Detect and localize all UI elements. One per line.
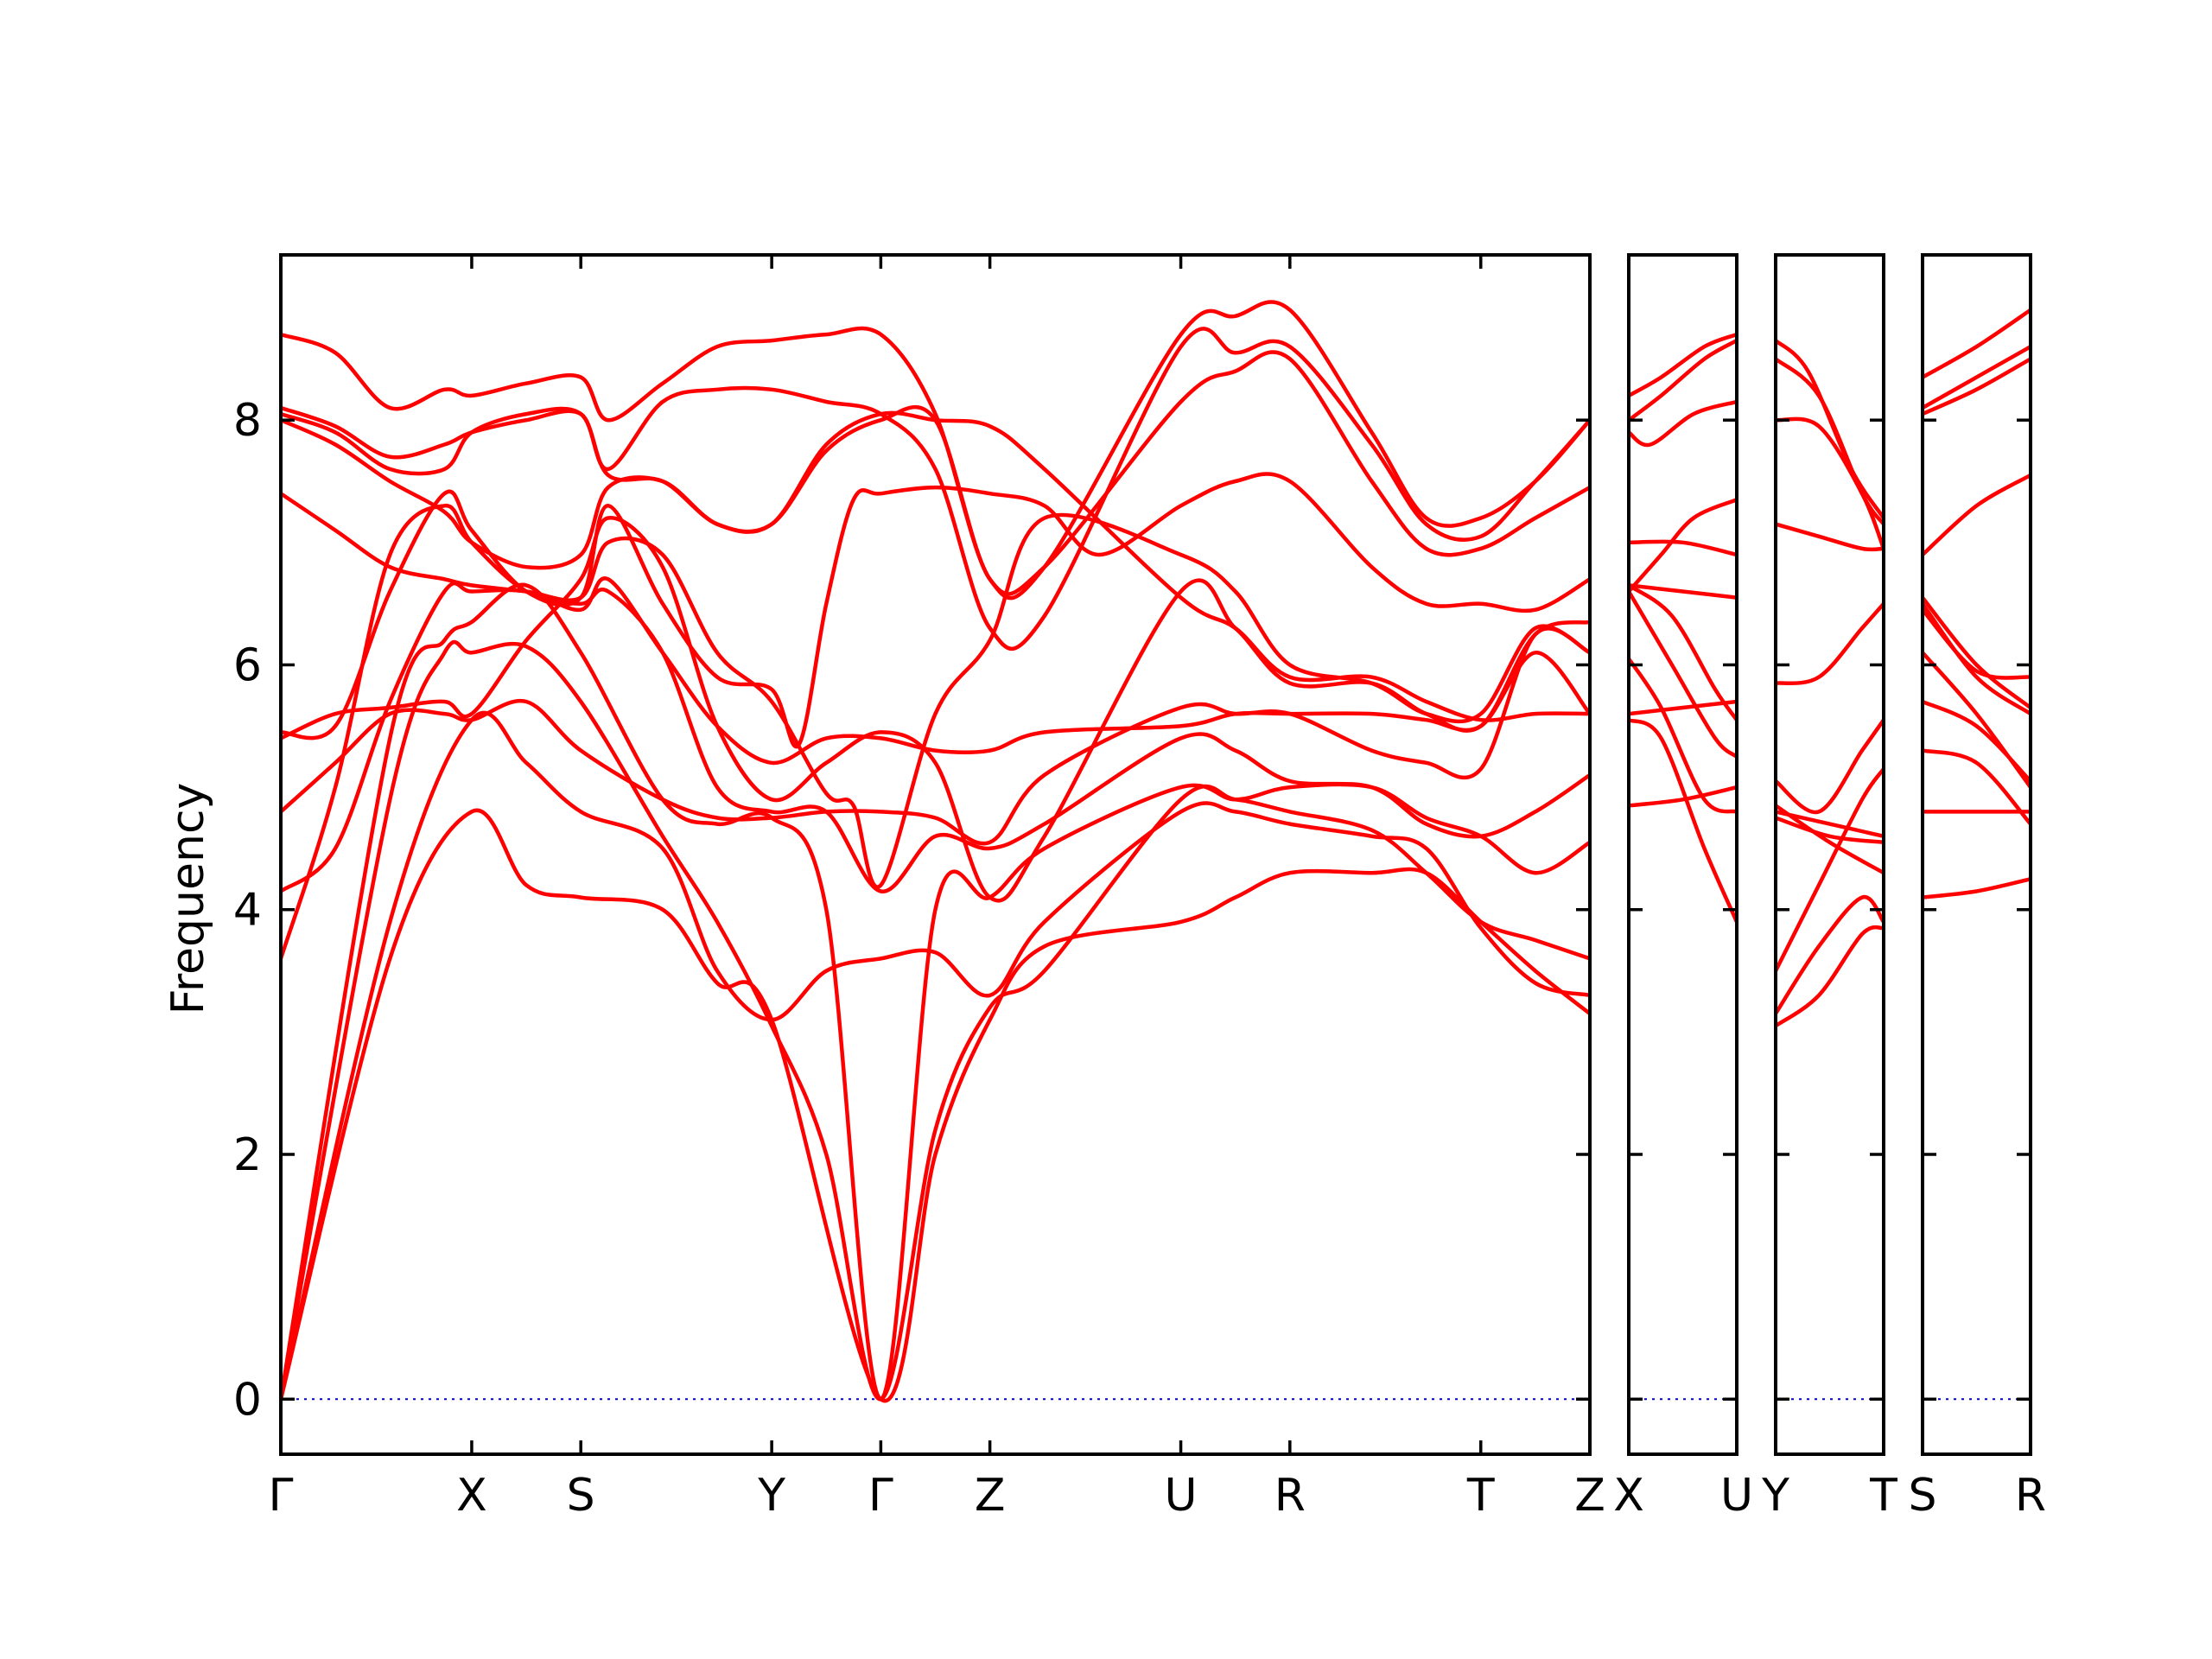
band-7	[281, 626, 1590, 846]
y-tick-label: 0	[233, 1374, 262, 1426]
xu-band-10	[1629, 399, 1737, 448]
yt-band-9	[1776, 522, 1884, 552]
k-point-label: S	[1908, 1470, 1936, 1522]
sr-band-11	[1923, 344, 2031, 410]
bands-group	[1629, 332, 1737, 925]
k-point-label: S	[567, 1470, 595, 1522]
sr-band-12	[1923, 308, 2031, 379]
band-14	[281, 300, 1590, 601]
k-point-label: R	[1274, 1470, 1306, 1522]
sr-band-8	[1923, 607, 2031, 680]
bands-group	[1776, 338, 1884, 1028]
yt-band-2	[1776, 895, 1884, 1016]
k-point-label: Γ	[269, 1470, 294, 1522]
y-tick-label: 8	[233, 395, 262, 447]
sr-band-6	[1923, 601, 2031, 716]
yt-band-7	[1776, 717, 1884, 815]
band-1	[281, 808, 1590, 1403]
xu-band-11	[1629, 338, 1737, 423]
k-point-label: R	[2015, 1470, 2046, 1522]
yt-band-12	[1776, 338, 1884, 520]
k-point-label: X	[456, 1470, 487, 1522]
band-3	[281, 639, 1590, 1402]
sr-band-10	[1923, 357, 2031, 416]
xu-band-3	[1629, 657, 1737, 814]
xu-band-7	[1629, 583, 1737, 600]
sr-band-9	[1923, 473, 2031, 557]
yt-band-10	[1776, 416, 1884, 551]
xu-band-9	[1629, 498, 1737, 594]
panel-frame	[279, 253, 1592, 1456]
bands-group	[281, 300, 1590, 1403]
band-11	[281, 410, 1590, 722]
k-point-label: Y	[757, 1470, 785, 1522]
xu-band-12	[1629, 332, 1737, 398]
yt-band-3	[1776, 766, 1884, 973]
band-6	[281, 576, 1590, 893]
sr-band-5	[1923, 651, 2031, 790]
k-point-label: Y	[1761, 1470, 1789, 1522]
panel-1: Γ X S Y Γ Z U R T Z 0 2 4 6 8	[233, 253, 1605, 1522]
k-point-label: Z	[1574, 1470, 1605, 1522]
band-2	[281, 710, 1590, 1402]
sr-band-3	[1923, 748, 2031, 826]
y-tick-label: 6	[233, 639, 262, 691]
k-point-label: T	[1466, 1470, 1495, 1522]
band-9	[281, 472, 1590, 749]
xu-band-8	[1629, 539, 1737, 557]
sr-band-1	[1923, 877, 2031, 899]
band-10	[281, 491, 1590, 889]
k-point-label: T	[1869, 1470, 1897, 1522]
yt-band-4	[1776, 816, 1884, 845]
y-tick-label: 2	[233, 1129, 262, 1181]
xu-band-6	[1629, 583, 1737, 722]
k-point-label: U	[1165, 1470, 1198, 1522]
xu-band-5	[1629, 589, 1737, 759]
band-12	[281, 350, 1590, 596]
k-point-label: U	[1720, 1470, 1753, 1522]
panel-frame	[1774, 253, 1885, 1456]
k-point-label: Z	[975, 1470, 1006, 1522]
band-13	[281, 327, 1590, 651]
k-point-label: Γ	[868, 1470, 893, 1522]
bands-group	[1923, 308, 2031, 899]
y-axis-label: Frequency	[162, 783, 214, 1015]
xu-band-2	[1629, 699, 1737, 716]
k-point-label: X	[1613, 1470, 1644, 1522]
yt-band-8	[1776, 601, 1884, 685]
panel-frame	[1627, 253, 1738, 1456]
band-5	[281, 504, 1590, 961]
xu-band-4	[1629, 717, 1737, 925]
panel-frame	[1921, 253, 2032, 1456]
yt-band-6	[1776, 804, 1884, 875]
sr-band-7	[1923, 595, 2031, 710]
y-tick-label: 4	[233, 885, 262, 937]
xu-band-1	[1629, 785, 1737, 808]
yt-band-1	[1776, 925, 1884, 1028]
